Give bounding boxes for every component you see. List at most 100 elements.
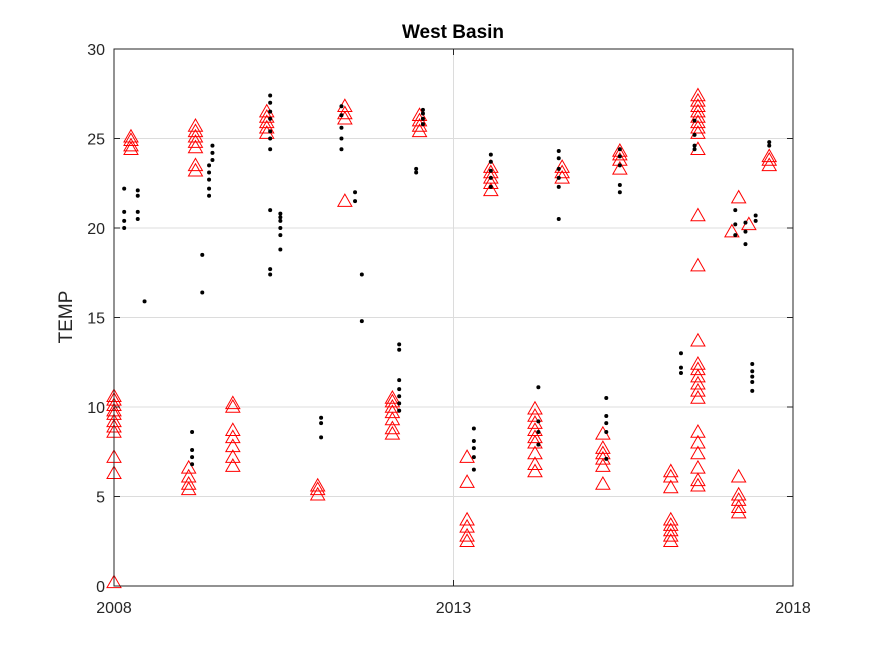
dot-point xyxy=(767,140,772,145)
triangle-point xyxy=(595,440,611,454)
dot-point xyxy=(488,175,493,180)
triangle-point xyxy=(258,119,275,134)
dot-point xyxy=(339,125,344,130)
dot-point xyxy=(471,467,476,472)
dot-point xyxy=(692,132,697,137)
dot-point xyxy=(488,152,493,157)
dot-point xyxy=(604,396,609,401)
triangle-point xyxy=(384,425,401,440)
dot-point xyxy=(471,446,476,451)
dot-point xyxy=(319,415,324,420)
triangle-point xyxy=(690,459,706,474)
dot-point xyxy=(420,116,425,121)
triangle-point xyxy=(611,146,628,161)
triangle-point xyxy=(662,511,679,526)
dot-point xyxy=(414,170,419,175)
triangle-point xyxy=(258,114,275,129)
dot-point xyxy=(268,109,273,114)
triangle-point xyxy=(384,398,401,413)
dot-point xyxy=(122,226,127,230)
triangle-point xyxy=(106,574,122,589)
dot-point xyxy=(750,369,755,374)
dot-point xyxy=(733,208,738,213)
dot-point xyxy=(207,163,212,168)
dot-point xyxy=(359,272,364,277)
dot-point xyxy=(397,408,402,413)
y-axis-label: TEMP xyxy=(56,291,77,344)
dot-point xyxy=(604,456,609,461)
triangle-point xyxy=(690,103,706,118)
dot-point xyxy=(617,183,622,188)
y-tick-label: 0 xyxy=(96,579,105,596)
triangle-point xyxy=(595,475,611,490)
dot-point xyxy=(135,217,140,222)
dot-point xyxy=(142,299,147,304)
triangle-point xyxy=(690,92,706,107)
dot-point xyxy=(556,149,561,154)
dot-point xyxy=(200,290,205,295)
triangle-point xyxy=(224,458,241,472)
dot-point xyxy=(210,150,215,155)
dot-point xyxy=(207,193,212,198)
dot-point xyxy=(678,370,683,375)
dot-point xyxy=(397,401,402,406)
triangle-point xyxy=(384,411,401,426)
dot-point xyxy=(420,122,425,127)
dot-point xyxy=(207,170,212,175)
triangle-point xyxy=(258,109,275,123)
dot-point xyxy=(733,233,738,238)
dot-point xyxy=(753,213,758,218)
dot-point xyxy=(471,455,476,460)
triangle-point xyxy=(662,522,679,537)
triangle-point xyxy=(527,429,543,444)
dot-point xyxy=(268,136,273,141)
triangle-point xyxy=(180,475,197,490)
dot-point xyxy=(678,351,683,356)
dot-point xyxy=(471,439,476,444)
triangle-point xyxy=(690,477,706,492)
triangle-point xyxy=(554,159,571,173)
dot-point xyxy=(750,379,755,384)
y-tick-label: 15 xyxy=(87,311,105,328)
dot-point xyxy=(767,143,772,148)
dot-point xyxy=(750,362,755,367)
triangle-point xyxy=(761,148,778,163)
tick-labels: 0 5 10 15 20 25 30 2008 2013 2018 xyxy=(87,42,811,617)
triangle-point xyxy=(224,449,241,463)
dot-point xyxy=(207,177,212,182)
triangle-point xyxy=(187,139,204,154)
triangle-point xyxy=(187,157,204,172)
dot-point xyxy=(488,184,493,189)
triangle-point xyxy=(690,445,706,460)
triangle-point xyxy=(224,395,241,410)
dot-point xyxy=(488,168,493,173)
dot-point xyxy=(692,118,697,123)
dot-point xyxy=(471,426,476,431)
triangle-point xyxy=(611,160,628,175)
dot-point xyxy=(268,93,273,98)
dot-point xyxy=(556,166,561,171)
dot-point xyxy=(122,209,127,214)
triangle-point xyxy=(459,474,475,488)
dot-point xyxy=(397,394,402,399)
triangle-point xyxy=(662,479,679,494)
triangle-point xyxy=(224,429,241,444)
triangle-point xyxy=(690,390,706,404)
dot-point xyxy=(397,342,402,347)
dot-point xyxy=(733,222,738,227)
dot-point xyxy=(190,455,195,460)
triangle-point xyxy=(527,407,543,422)
triangle-point xyxy=(690,434,706,449)
triangle-point xyxy=(595,445,611,460)
dot-point xyxy=(692,147,697,152)
dot-point xyxy=(556,184,561,189)
dot-point xyxy=(268,208,273,213)
triangle-point xyxy=(730,499,747,513)
dot-point xyxy=(210,157,215,162)
triangle-point xyxy=(730,468,747,483)
dot-point xyxy=(536,419,541,424)
dot-point xyxy=(743,220,748,225)
dot-point xyxy=(190,462,195,467)
triangle-point xyxy=(187,123,204,138)
